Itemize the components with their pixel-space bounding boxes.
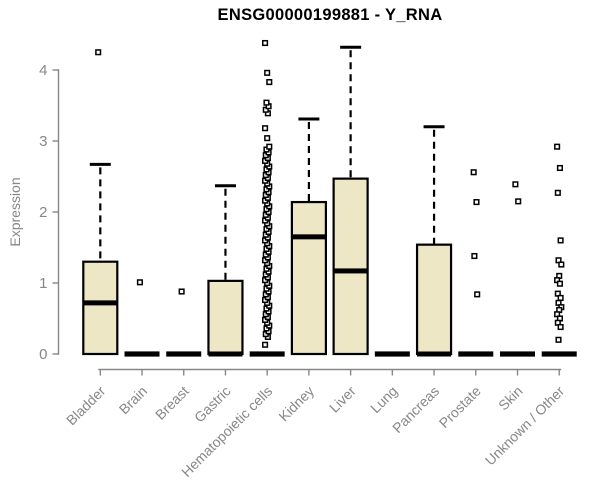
- x-tick-label-breast: Breast: [152, 383, 192, 423]
- median-line: [291, 234, 326, 240]
- box: [332, 177, 369, 356]
- boxplot-group-pancreas: [415, 125, 453, 357]
- outlier-point: [95, 49, 102, 56]
- boxplot-group-bladder: [82, 49, 119, 356]
- y-tick-label: 1: [39, 275, 47, 292]
- box: [207, 279, 244, 356]
- outlier-point: [557, 323, 564, 331]
- box: [290, 200, 327, 356]
- boxplot-group-lung: [374, 351, 410, 357]
- x-tick-label-kidney: Kidney: [275, 383, 317, 425]
- outlier-point: [262, 39, 269, 47]
- boxplot-group-gastric: [207, 184, 244, 357]
- outlier-point: [557, 294, 564, 301]
- y-tick-label: 0: [39, 346, 47, 363]
- outlier-point: [136, 279, 143, 286]
- outlier-point: [473, 199, 480, 206]
- boxplot-group-prostate: [458, 169, 494, 357]
- collapsed-box: [541, 351, 577, 357]
- x-tick-label-brain: Brain: [116, 383, 150, 417]
- outlier-point: [554, 143, 561, 150]
- outlier-point: [264, 69, 271, 76]
- boxplot-group-hematopoietic-cells: [249, 39, 285, 357]
- boxplot-group-liver: [332, 45, 369, 356]
- outlier-point: [263, 99, 270, 106]
- collapsed-box: [458, 351, 494, 357]
- boxplot-group-skin: [500, 181, 535, 357]
- y-tick-label: 3: [39, 133, 47, 150]
- outlier-point: [262, 125, 269, 132]
- boxplot-group-unknown-other: [541, 143, 577, 357]
- boxplot-group-kidney: [290, 117, 327, 356]
- box: [82, 260, 119, 356]
- y-tick-label: 4: [39, 62, 47, 79]
- x-tick-label-prostate: Prostate: [436, 383, 484, 431]
- collapsed-box: [500, 351, 535, 357]
- x-tick-label-unknown-other: Unknown / Other: [482, 383, 568, 469]
- outlier-point: [512, 181, 519, 188]
- collapsed-box: [249, 351, 285, 357]
- y-axis: 0 1 2 3 4: [39, 62, 60, 363]
- outlier-point: [264, 135, 271, 142]
- outlier-point: [556, 280, 563, 287]
- outlier-point: [471, 252, 478, 260]
- outlier-point: [554, 189, 561, 196]
- outlier-point: [470, 169, 477, 176]
- boxplot-group-brain: [124, 279, 160, 357]
- y-tick-label: 2: [39, 204, 47, 221]
- median-line: [83, 300, 118, 306]
- x-tick-label-skin: Skin: [495, 383, 526, 414]
- outlier-point: [178, 288, 185, 295]
- box: [415, 243, 453, 356]
- outlier-point: [262, 341, 269, 348]
- median-line: [417, 351, 452, 357]
- median-line: [333, 268, 368, 274]
- collapsed-box: [166, 351, 202, 357]
- outlier-point: [558, 261, 565, 268]
- outlier-point: [515, 198, 522, 205]
- outlier-point: [474, 291, 481, 298]
- x-tick-label-bladder: Bladder: [63, 383, 109, 429]
- x-tick-label-lung: Lung: [367, 383, 400, 416]
- chart-title: ENSG00000199881 - Y_RNA: [217, 6, 443, 24]
- collapsed-box: [374, 351, 410, 357]
- outlier-point: [266, 143, 273, 150]
- x-tick-label-liver: Liver: [326, 383, 359, 416]
- outlier-point: [556, 164, 563, 172]
- collapsed-box: [124, 351, 160, 357]
- outlier-point: [555, 336, 562, 343]
- outlier-point: [266, 79, 273, 86]
- outlier-point: [557, 237, 564, 244]
- boxplot-group-breast: [166, 288, 202, 357]
- median-line: [208, 351, 243, 357]
